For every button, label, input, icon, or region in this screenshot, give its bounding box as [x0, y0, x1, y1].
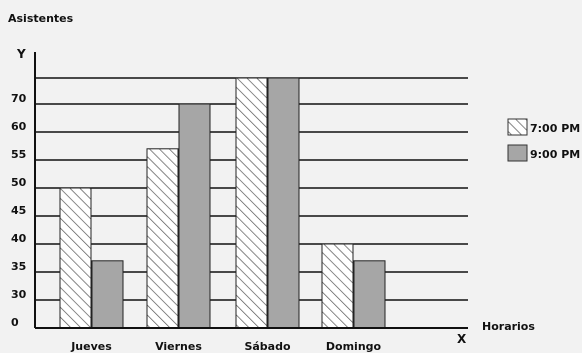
legend-swatch-7pm [507, 118, 528, 136]
x-category-label: Viernes [155, 340, 202, 353]
y-tick-label: 0 [11, 316, 19, 329]
y-tick-labels: 0 30 35 40 45 50 55 60 70 [11, 92, 27, 329]
x-category-label: Jueves [70, 340, 112, 353]
legend-label-9pm: 9:00 PM [530, 148, 580, 161]
axes [34, 52, 468, 329]
bars [59, 77, 386, 329]
bar-7pm [146, 148, 179, 329]
bar-7pm [321, 243, 354, 329]
y-tick-label: 55 [11, 148, 26, 161]
y-tick-label: 45 [11, 204, 26, 217]
x-axis-letter: X [457, 332, 467, 346]
y-tick-label: 40 [11, 232, 27, 245]
y-tick-label: 35 [11, 260, 26, 273]
legend-label-7pm: 7:00 PM [530, 122, 580, 135]
y-axis-title: Asistentes [8, 12, 74, 25]
y-tick-label: 30 [11, 288, 27, 301]
legend: 7:00 PM 9:00 PM [507, 118, 580, 162]
bar-7pm [59, 187, 92, 329]
y-tick-label: 50 [11, 176, 27, 189]
x-axis-title: Horarios [482, 320, 535, 333]
y-tick-label: 70 [11, 92, 27, 105]
bar-7pm [235, 77, 268, 329]
legend-swatch-9pm [507, 144, 528, 162]
x-category-label: Domingo [326, 340, 382, 353]
x-category-labels: Jueves Viernes Sábado Domingo [70, 340, 381, 353]
bar-9pm [267, 77, 300, 329]
x-category-label: Sábado [244, 340, 291, 353]
bar-9pm [353, 260, 386, 329]
y-axis-letter: Y [16, 47, 26, 61]
bar-9pm [91, 260, 124, 329]
bar-9pm [178, 103, 211, 329]
y-tick-label: 60 [11, 120, 27, 133]
